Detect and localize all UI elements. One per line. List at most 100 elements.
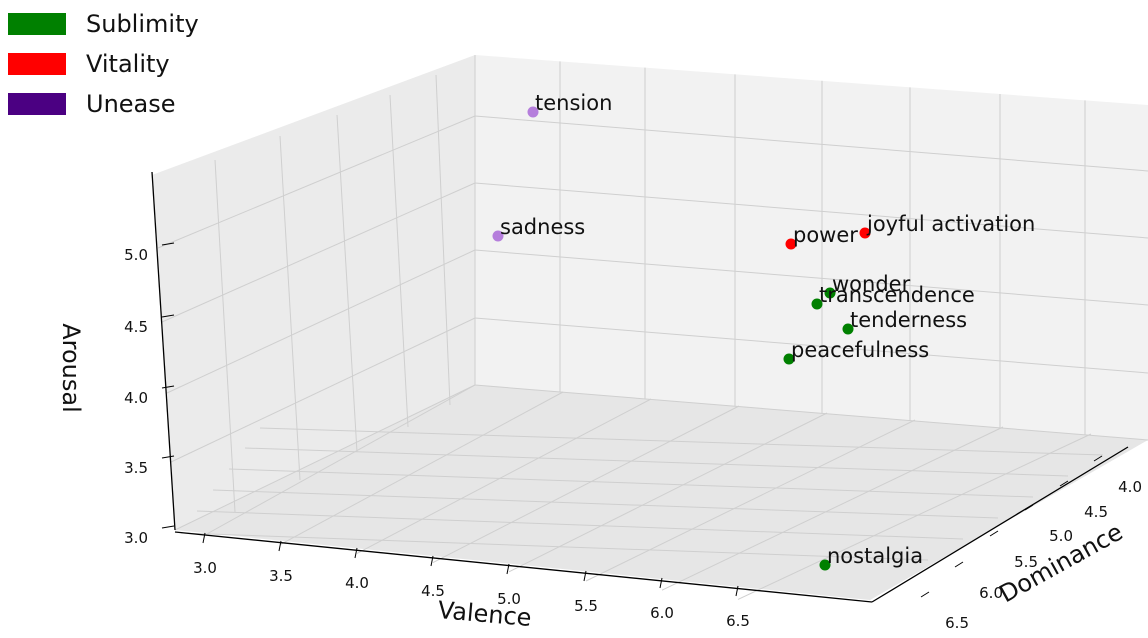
y-tick-label: 5.0 [1049,527,1073,545]
point-marker [824,287,836,299]
point-label: joyful activation [866,212,1035,236]
point-label: wonder [832,272,911,296]
x-tick [506,563,510,575]
x-tick-label: 4.0 [345,574,369,592]
legend-swatch-unease [8,93,66,115]
x-tick-label: 5.5 [574,597,598,615]
x-tick-label: 5.0 [497,590,521,608]
grid-line [474,317,1148,374]
x-tick [278,540,282,552]
grid-line [204,384,476,536]
grid-line [474,249,1148,306]
x-tick-label: 3.5 [269,567,293,585]
grid-line [279,135,301,481]
y-axis-line [871,446,1129,603]
data-point: joyful activation [859,212,1035,239]
grid-line [508,412,828,573]
legend: Sublimity Vitality Unease [8,4,199,124]
data-point: tension [527,91,612,118]
grid-line [259,427,1104,456]
data-point: peacefulness [783,338,929,365]
tick-labels: 3.0 3.5 4.0 4.5 5.0 3.0 3.5 4.0 4.5 5.0 5.5 6.0 6.5 4… [124,246,1142,632]
legend-label: Unease [86,90,176,118]
y-tick [1059,480,1069,487]
y-tick-label: 6.5 [945,614,969,632]
data-point: power [785,223,858,250]
z-tick [161,385,175,389]
y-tick-label: 4.0 [1118,478,1142,496]
grid-line [737,433,1092,600]
grid-line [214,159,236,513]
grid-line [474,384,1148,441]
axes-lines [151,171,1129,603]
grid-line [474,182,1148,239]
grid-line [180,532,929,561]
grid-line [336,114,358,453]
grid-line [228,468,1034,498]
x-tick [583,570,587,582]
y-tick [989,530,999,537]
legend-swatch-sublimity [8,13,66,35]
panes [152,55,1148,600]
point-marker [492,230,504,242]
z-tick [161,242,175,246]
z-axis-title: Arousal [57,323,85,413]
point-label: peacefulness [791,338,929,362]
grid-line [174,384,476,531]
legend-item: Vitality [8,44,199,84]
point-label: transcendence [819,283,975,307]
floor-pane [175,385,1148,600]
legend-label: Sublimity [86,10,199,38]
y-tick [1093,455,1103,462]
point-marker [527,106,539,118]
legend-item: Unease [8,84,199,124]
z-tick [161,525,175,529]
grid-lines [157,55,1148,600]
point-label: power [793,223,858,247]
z-tick-label: 4.0 [124,389,148,407]
x-tick-label: 3.0 [193,559,217,577]
data-point: wonder [824,272,911,299]
x-tick-label: 6.5 [726,612,750,630]
x-tick [354,547,358,559]
data-point: transcendence [811,283,975,310]
point-marker [811,298,823,310]
x-tick [735,585,739,597]
x-tick [202,532,206,544]
grid-line [356,398,652,554]
y-tick [920,591,930,598]
x-tick [659,577,663,589]
y-tick [1024,504,1034,511]
back-pane [475,55,1148,440]
x-tick-label: 6.0 [650,604,674,622]
grid-line [280,391,564,545]
legend-swatch-vitality [8,53,66,75]
point-label: tension [535,91,612,115]
z-tick-label: 4.5 [124,318,148,336]
z-tick-label: 3.0 [124,529,148,547]
x-tick [430,555,434,567]
z-tick-label: 5.0 [124,246,148,264]
grid-line [661,426,1004,591]
point-label: nostalgia [827,544,923,568]
tick-marks [161,242,1103,598]
data-points: tension sadness power joyful activation wond… [492,91,1035,571]
grid-line [170,317,476,463]
y-tick [954,561,964,568]
data-point: sadness [492,215,585,242]
legend-item: Sublimity [8,4,199,44]
data-point: tenderness [842,308,967,335]
grid-line [161,182,476,323]
x-tick-label: 4.5 [421,582,445,600]
point-label: tenderness [850,308,967,332]
grid-line [432,405,740,564]
z-axis-line [151,171,176,531]
z-tick [161,314,175,318]
grid-line [435,74,451,406]
legend-label: Vitality [86,50,170,78]
grid-line [212,489,999,519]
y-tick-label: 5.5 [1014,553,1038,571]
y-tick-label: 4.5 [1084,503,1108,521]
grid-line [157,115,476,249]
